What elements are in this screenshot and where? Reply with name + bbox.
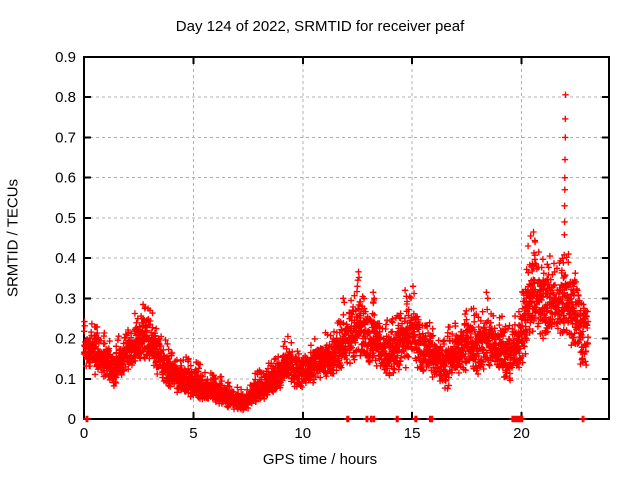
y-tick-label: 0.5 [55,210,76,227]
scatter-points [80,91,592,423]
y-tick-label: 0.7 [55,129,76,146]
x-tick-label: 10 [294,425,311,442]
x-tick-label: 20 [513,425,530,442]
y-tick-label: 0.4 [55,250,76,267]
y-tick-label: 0.9 [55,49,76,66]
y-axis-label: SRMTID / TECUs [4,178,22,298]
y-tick-label: 0.6 [55,170,76,187]
y-tick-label: 0.3 [55,290,76,307]
y-tick-label: 0 [68,411,76,428]
y-tick-label: 0.8 [55,89,76,106]
y-tick-label: 0.1 [55,371,76,388]
x-tick-label: 15 [404,425,421,442]
y-tick-label: 0.2 [55,331,76,348]
chart-title: Day 124 of 2022, SRMTID for receiver pea… [175,18,465,35]
x-tick-label: 5 [189,425,197,442]
x-axis-label: GPS time / hours [262,451,378,468]
x-tick-label: 0 [80,425,88,442]
